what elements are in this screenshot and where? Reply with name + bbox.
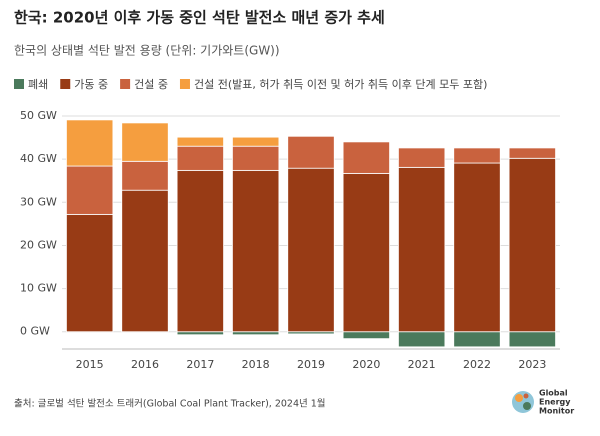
bar-segment xyxy=(342,141,390,174)
legend-label: 폐쇄 xyxy=(28,78,48,91)
logo-text: Global xyxy=(539,389,568,398)
x-tick-label: 2023 xyxy=(518,358,546,371)
y-tick-label: 40 GW xyxy=(20,152,57,165)
y-tick-label: 30 GW xyxy=(20,195,57,208)
y-tick-label: 50 GW xyxy=(20,109,57,122)
bar-segment xyxy=(176,136,224,147)
bar-segment xyxy=(66,119,114,167)
bar-segment xyxy=(232,136,280,147)
logo-icon xyxy=(512,391,534,413)
y-tick-label: 20 GW xyxy=(20,238,57,251)
legend-label: 건설 중 xyxy=(134,78,168,91)
bar-segment xyxy=(398,166,446,333)
x-tick-label: 2018 xyxy=(242,358,270,371)
bar-segment xyxy=(508,331,556,348)
bar-segment xyxy=(342,172,390,333)
bar-segment xyxy=(287,167,335,333)
bar-segment xyxy=(66,165,114,215)
legend-swatch xyxy=(120,79,131,89)
bar-segment xyxy=(121,160,169,191)
legend-swatch xyxy=(14,79,24,89)
bar-segment xyxy=(342,331,390,340)
bar-segment xyxy=(453,147,501,164)
legend-label: 건설 전(발표, 허가 취득 이전 및 허가 취득 이후 단계 모두 포함) xyxy=(194,78,487,91)
bar-segment xyxy=(121,189,169,333)
y-tick-label: 10 GW xyxy=(20,282,57,295)
bar-segment xyxy=(398,331,446,348)
bar-segment xyxy=(176,169,224,333)
logo-text: Energy xyxy=(539,398,571,407)
x-tick-label: 2016 xyxy=(131,358,159,371)
x-tick-label: 2019 xyxy=(297,358,325,371)
legend-label: 가동 중 xyxy=(74,78,108,91)
legend-swatch xyxy=(60,79,71,89)
bar-segment xyxy=(453,331,501,348)
bar-segment xyxy=(232,145,280,171)
bar-segment xyxy=(66,213,114,333)
bar-segment xyxy=(232,169,280,333)
bar-segment xyxy=(508,157,556,333)
x-tick-label: 2015 xyxy=(76,358,104,371)
legend-swatch xyxy=(179,79,190,89)
x-tick-label: 2021 xyxy=(408,358,436,371)
y-tick-label: 0 GW xyxy=(20,325,50,338)
source-note: 출처: 글로벌 석탄 발전소 트래커(Global Coal Plant Tra… xyxy=(14,398,326,410)
x-tick-label: 2020 xyxy=(352,358,380,371)
bar-segment xyxy=(287,135,335,169)
bar-segment xyxy=(121,122,169,162)
bar-segment xyxy=(398,147,446,168)
chart-title: 한국: 2020년 이후 가동 중인 석탄 발전소 매년 증가 추세 xyxy=(14,9,385,27)
bar-segment xyxy=(508,147,556,159)
x-tick-label: 2017 xyxy=(186,358,214,371)
bar-segment xyxy=(176,331,224,336)
bar-segment xyxy=(176,145,224,171)
logo-text: Monitor xyxy=(539,407,574,416)
bar-segment xyxy=(232,331,280,336)
chart-subtitle: 한국의 상태별 석탄 발전 용량 (단위: 기가와트(GW)) xyxy=(14,44,280,58)
x-tick-label: 2022 xyxy=(463,358,491,371)
bar-segment xyxy=(453,162,501,333)
